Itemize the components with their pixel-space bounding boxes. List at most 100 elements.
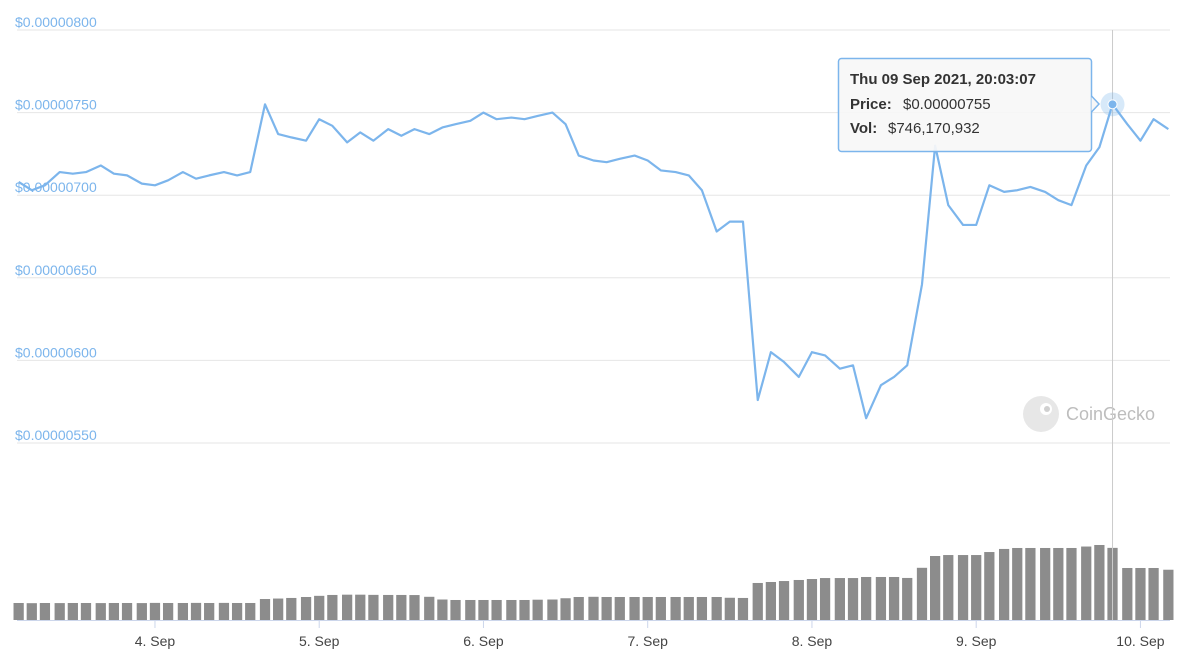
volume-bar [342, 594, 353, 620]
volume-bar [204, 602, 215, 620]
volume-bar [998, 548, 1010, 620]
price-panel [18, 103, 1169, 420]
grid: $0.00000550 $0.00000600 $0.00000650 $0.0000… [15, 14, 1170, 444]
volume-bar [670, 596, 681, 620]
tooltip-price-label: Price: [850, 96, 892, 113]
watermark-pupil [1044, 406, 1050, 412]
tooltip-price: $0.00000755 [903, 96, 991, 113]
y-tick-label: $0.00000600 [15, 344, 97, 360]
volume-bar [1094, 544, 1105, 620]
tooltip-vol-label: Vol: [850, 120, 877, 137]
volume-bar [1040, 547, 1051, 620]
x-tick-label: 5. Sep [299, 633, 340, 649]
volume-bar [162, 602, 174, 620]
volume-bar [300, 596, 312, 620]
x-tick-label: 10. Sep [1116, 633, 1164, 649]
volume-bar [80, 602, 92, 620]
y-tick-label: $0.00000550 [15, 427, 97, 443]
volume-bar [259, 599, 271, 620]
volume-bar [368, 594, 379, 620]
tooltip-vol: $746,170,932 [888, 120, 980, 137]
volume-bar [1012, 547, 1023, 620]
volume-bar [683, 596, 694, 620]
watermark-logo [1023, 396, 1059, 432]
hover-point [1107, 99, 1118, 110]
volume-bar [383, 594, 394, 620]
volume-bar [506, 599, 517, 620]
volume-bar [450, 599, 461, 620]
volume-bar [984, 552, 995, 620]
volume-bar [916, 567, 928, 620]
volume-bar [491, 599, 502, 620]
y-tick-label: $0.00000750 [15, 97, 97, 113]
volume-bar [1081, 546, 1092, 620]
y-tick-label: $0.00000650 [15, 262, 97, 278]
volume-bar [231, 602, 243, 620]
tooltip-pointer [1090, 95, 1101, 113]
volume-bar [286, 597, 297, 620]
volume-bar [971, 555, 982, 620]
volume-bar [245, 602, 256, 620]
volume-bar [95, 603, 106, 620]
volume-bar [54, 603, 65, 620]
volume-bar [1066, 547, 1077, 620]
x-tick-label: 6. Sep [463, 633, 504, 649]
hover-layer [1100, 30, 1125, 620]
volume-bar [793, 579, 804, 620]
volume-bar [519, 599, 530, 620]
volume-bar [314, 595, 325, 620]
volume-bar [765, 582, 777, 620]
volume-bar [888, 576, 900, 620]
volume-bar [902, 577, 913, 620]
volume-panel: 4. Sep 5. Sep 6. Sep 7. Sep 8. Sep 9. Sep 10. … [13, 544, 1174, 649]
volume-bar [1148, 567, 1159, 620]
volume-bar [136, 603, 147, 620]
y-tick-label: $0.00000800 [15, 14, 97, 30]
volume-bar [149, 602, 161, 620]
volume-bar [396, 594, 407, 620]
volume-bar [614, 596, 625, 620]
volume-bar [752, 582, 763, 620]
y-tick-label: $0.00000700 [15, 179, 97, 195]
volume-bar [478, 599, 489, 620]
volume-bar [847, 578, 859, 620]
volume-bar [737, 597, 749, 620]
volume-bar [806, 579, 818, 620]
volume-bar [875, 576, 887, 620]
volume-bar [724, 597, 735, 620]
volume-bar [601, 596, 612, 620]
volume-bar [532, 599, 543, 620]
volume-bar [642, 596, 653, 620]
volume-bar [655, 596, 666, 620]
watermark: CoinGecko [1023, 396, 1155, 432]
tooltip: Thu 09 Sep 2021, 20:03:07 Price: $0.0000… [837, 57, 1101, 153]
volume-bar [547, 599, 558, 620]
volume-bar [1163, 569, 1174, 620]
volume-bar [696, 596, 708, 620]
volume-bar [629, 596, 640, 620]
price-line [18, 103, 1169, 420]
volume-bar [943, 555, 954, 620]
volume-bar [327, 594, 338, 620]
volume-bar [778, 581, 790, 620]
volume-bar [437, 599, 448, 620]
volume-bar [1053, 547, 1064, 620]
volume-bar [409, 595, 420, 620]
volume-bar [957, 555, 969, 620]
volume-bar [465, 599, 476, 620]
volume-bar [1122, 567, 1133, 620]
x-tick-label: 9. Sep [956, 633, 997, 649]
volume-bar [177, 602, 189, 620]
x-tick-label: 4. Sep [135, 633, 176, 649]
volume-bar [819, 578, 831, 620]
volume-bar [834, 578, 845, 620]
volume-bar [355, 594, 366, 620]
volume-bar [39, 602, 51, 620]
volume-bar [13, 602, 24, 620]
volume-bar [573, 596, 584, 620]
volume-bar [67, 602, 78, 620]
volume-bar [930, 556, 941, 620]
volume-bar [273, 598, 284, 620]
tooltip-title: Thu 09 Sep 2021, 20:03:07 [850, 71, 1036, 88]
